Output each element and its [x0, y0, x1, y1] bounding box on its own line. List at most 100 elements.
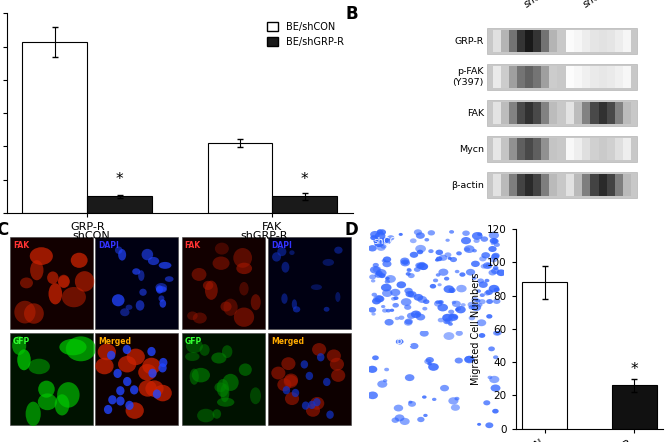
Text: p-FAK
(Y397): p-FAK (Y397)	[452, 68, 484, 87]
Circle shape	[401, 298, 411, 306]
Circle shape	[477, 232, 482, 236]
Circle shape	[417, 250, 423, 254]
Circle shape	[397, 281, 406, 288]
Ellipse shape	[272, 252, 281, 262]
Ellipse shape	[148, 257, 159, 265]
Circle shape	[449, 230, 454, 234]
Bar	[95, 237, 178, 329]
Circle shape	[386, 309, 391, 312]
Ellipse shape	[312, 343, 326, 356]
Circle shape	[438, 304, 448, 312]
Ellipse shape	[38, 393, 57, 410]
Circle shape	[427, 362, 432, 366]
Bar	[517, 66, 525, 88]
Circle shape	[376, 269, 387, 277]
Circle shape	[369, 274, 376, 279]
Text: FAK: FAK	[13, 241, 29, 250]
Ellipse shape	[284, 375, 298, 388]
Ellipse shape	[75, 271, 94, 292]
Circle shape	[476, 290, 481, 293]
Circle shape	[383, 261, 391, 267]
Circle shape	[419, 264, 427, 270]
Ellipse shape	[220, 384, 229, 402]
Circle shape	[368, 245, 377, 251]
Circle shape	[468, 316, 475, 320]
Text: *: *	[630, 362, 638, 377]
Circle shape	[394, 404, 403, 412]
Text: DAPI: DAPI	[271, 241, 291, 250]
Y-axis label: Migrated Cell Numbers: Migrated Cell Numbers	[471, 273, 481, 385]
Bar	[615, 66, 623, 88]
Ellipse shape	[116, 386, 125, 395]
Ellipse shape	[47, 271, 58, 284]
Circle shape	[407, 268, 412, 272]
Ellipse shape	[281, 357, 295, 370]
Circle shape	[415, 263, 423, 269]
Circle shape	[464, 245, 474, 253]
Circle shape	[446, 239, 450, 242]
Ellipse shape	[281, 262, 289, 273]
Ellipse shape	[217, 398, 234, 407]
Bar	[549, 174, 557, 196]
Circle shape	[486, 263, 492, 268]
Bar	[492, 174, 500, 196]
Circle shape	[401, 259, 410, 267]
Text: shGRP-R: shGRP-R	[373, 339, 411, 348]
Circle shape	[488, 347, 495, 351]
Bar	[598, 66, 606, 88]
Bar	[566, 138, 574, 160]
Ellipse shape	[148, 369, 157, 378]
Bar	[533, 138, 541, 160]
Circle shape	[493, 355, 498, 359]
Ellipse shape	[25, 402, 41, 426]
Circle shape	[494, 243, 500, 247]
Bar	[533, 174, 541, 196]
Circle shape	[483, 400, 490, 405]
Ellipse shape	[335, 292, 340, 302]
Circle shape	[472, 249, 477, 252]
Circle shape	[415, 312, 420, 316]
Ellipse shape	[98, 343, 116, 360]
Bar	[598, 138, 606, 160]
Ellipse shape	[113, 369, 122, 378]
Circle shape	[375, 272, 383, 278]
Text: Mycn: Mycn	[459, 145, 484, 153]
Ellipse shape	[120, 308, 129, 316]
Text: shGRP-R: shGRP-R	[241, 231, 288, 241]
Circle shape	[377, 381, 387, 388]
Ellipse shape	[153, 385, 172, 401]
Circle shape	[472, 297, 478, 302]
Circle shape	[448, 397, 458, 404]
Ellipse shape	[123, 345, 131, 354]
Circle shape	[444, 319, 450, 324]
Circle shape	[417, 296, 427, 303]
Ellipse shape	[302, 401, 310, 410]
Ellipse shape	[136, 300, 144, 311]
Ellipse shape	[317, 353, 324, 362]
Circle shape	[385, 275, 396, 283]
Circle shape	[477, 303, 482, 307]
Ellipse shape	[30, 260, 44, 280]
Text: GFP: GFP	[184, 337, 202, 346]
Circle shape	[395, 414, 405, 421]
Bar	[22, 42, 87, 213]
Ellipse shape	[310, 397, 324, 410]
Bar	[95, 333, 178, 425]
Text: GFP: GFP	[13, 337, 30, 346]
Circle shape	[419, 262, 425, 267]
Bar	[486, 136, 636, 162]
Circle shape	[418, 263, 428, 270]
Text: Merged: Merged	[271, 337, 304, 346]
Circle shape	[414, 229, 422, 235]
Ellipse shape	[104, 405, 113, 414]
Ellipse shape	[283, 386, 290, 394]
Circle shape	[381, 305, 385, 308]
Circle shape	[472, 276, 476, 280]
Circle shape	[408, 400, 413, 404]
Circle shape	[407, 312, 415, 319]
Circle shape	[405, 319, 413, 324]
Circle shape	[471, 261, 480, 267]
Circle shape	[432, 398, 436, 401]
Ellipse shape	[38, 381, 55, 398]
Circle shape	[379, 230, 386, 235]
